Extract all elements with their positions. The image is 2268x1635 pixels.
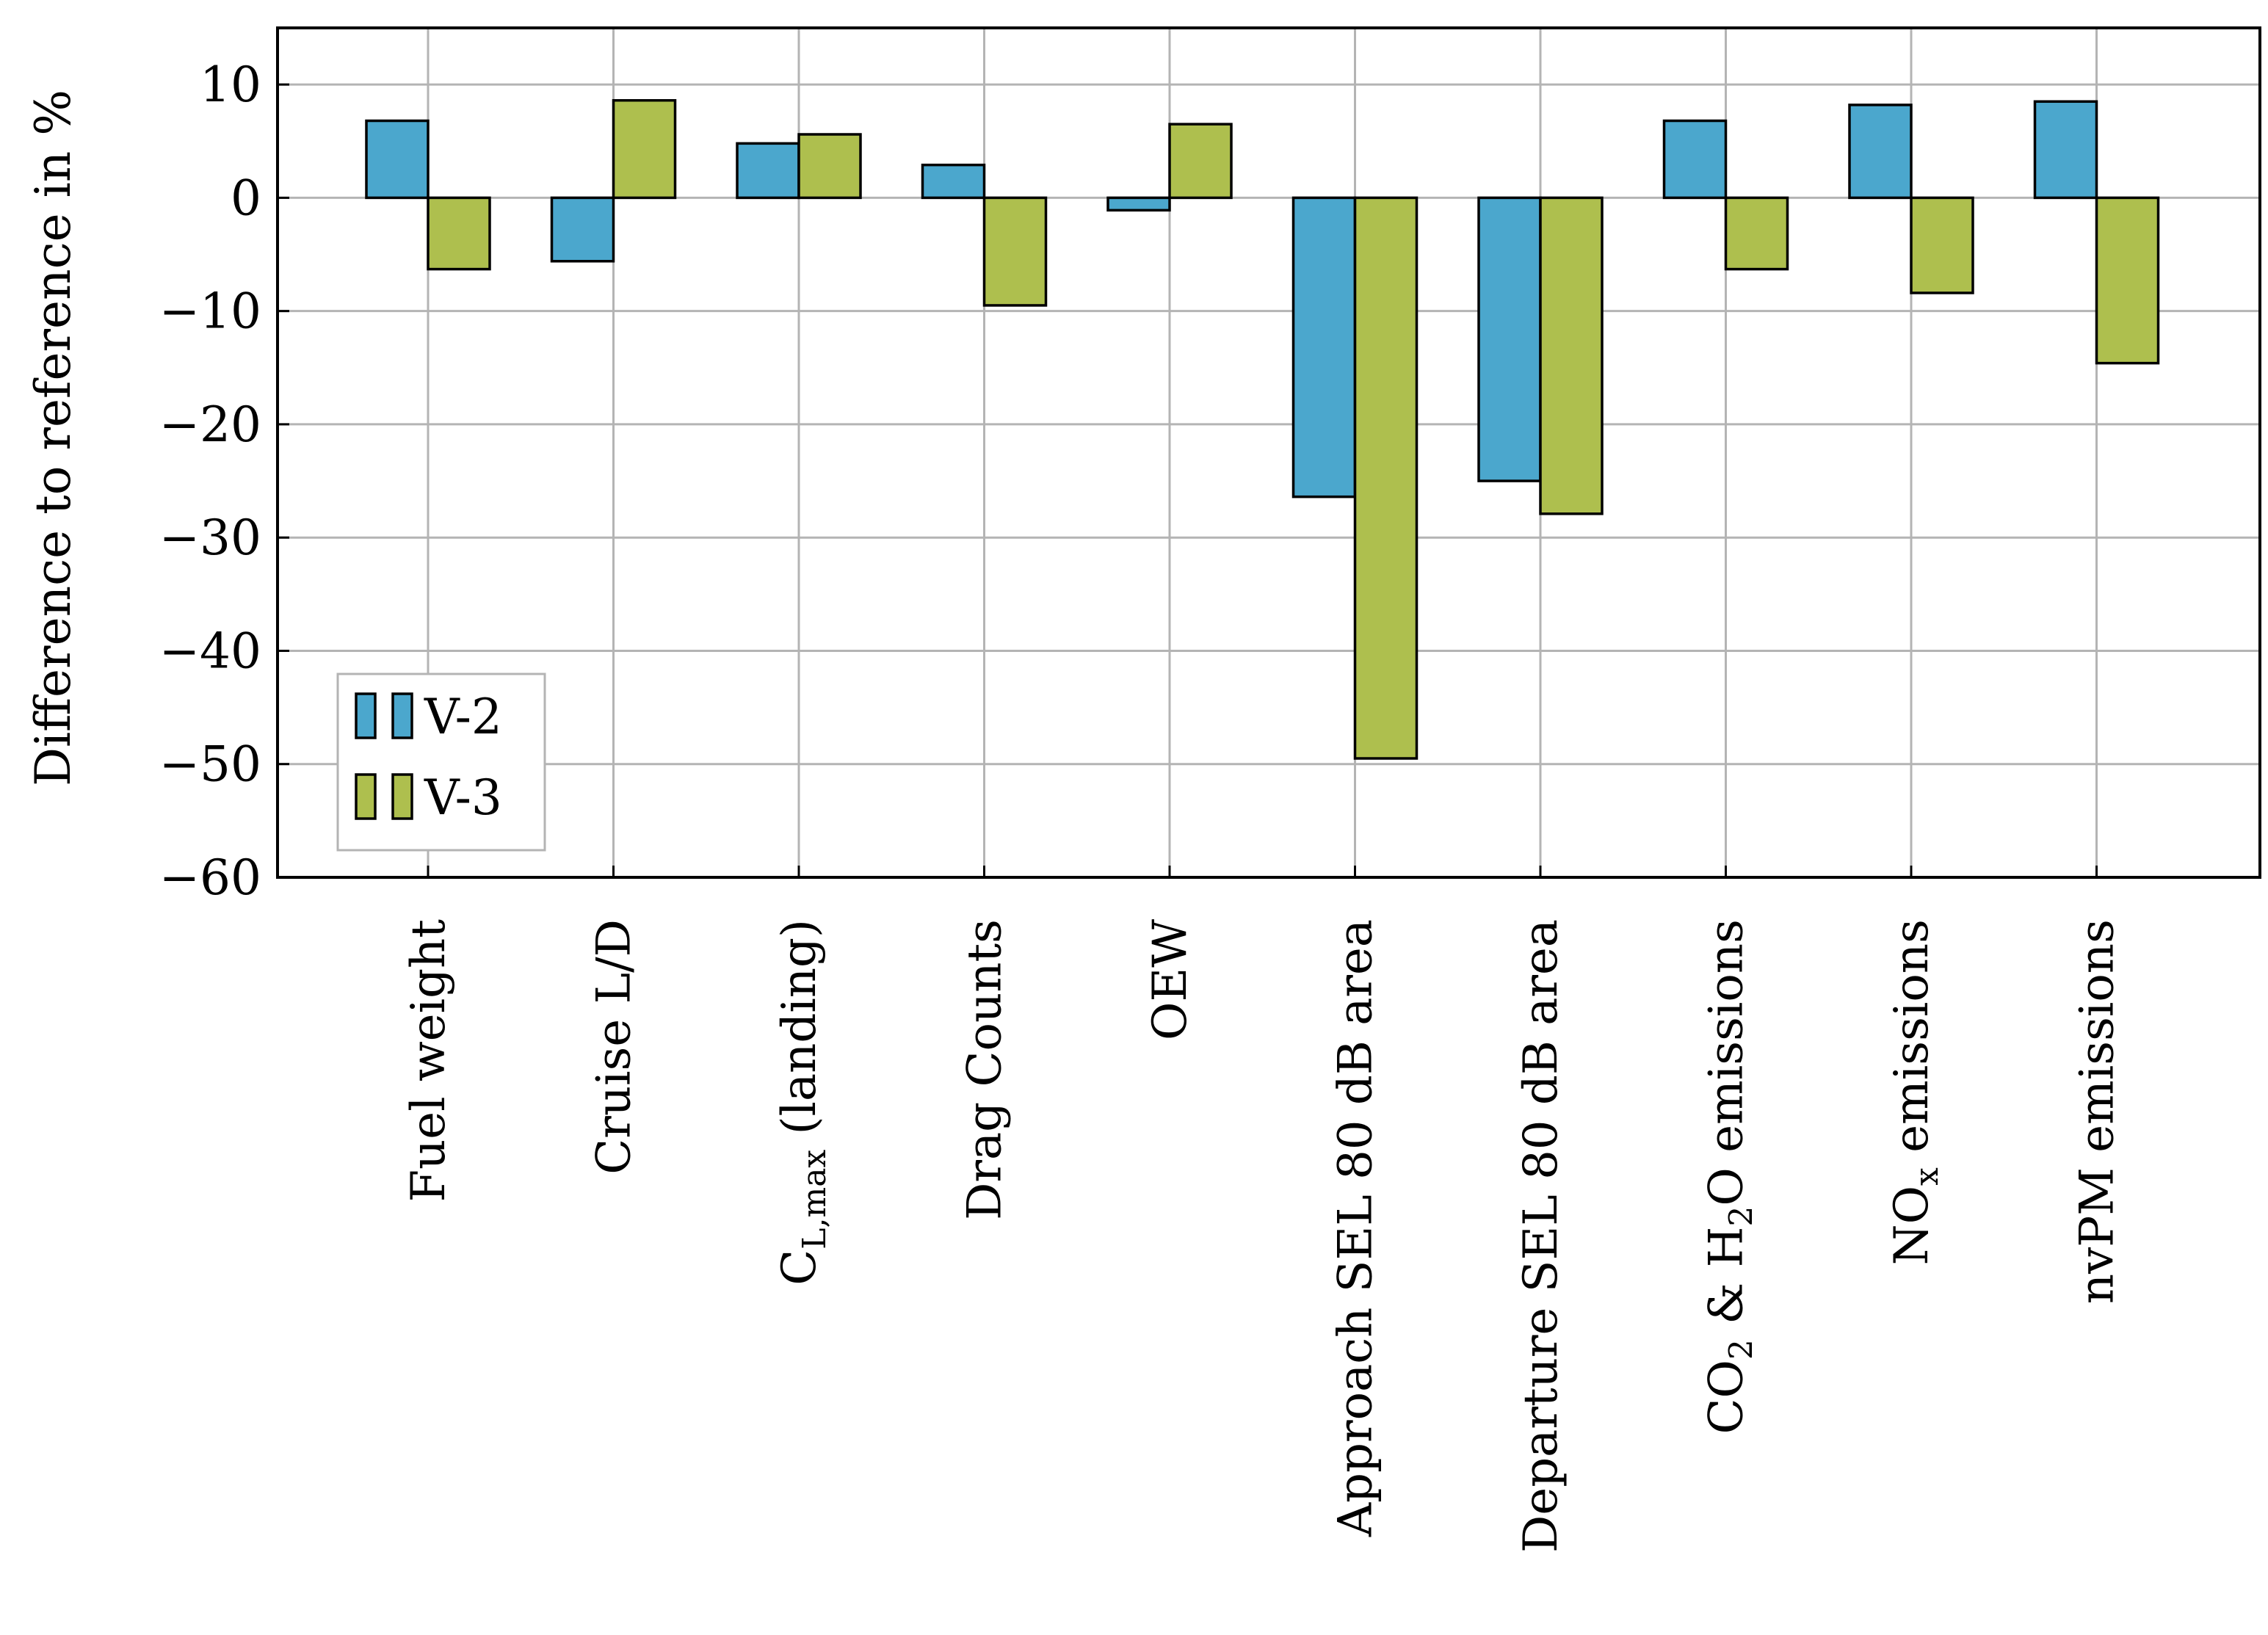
bar-v-2 (1477, 196, 1542, 482)
x-category-label: Fuel weight (402, 919, 456, 1203)
bar-v-2 (2033, 100, 2098, 200)
y-axis-title: Difference to reference in % (25, 90, 81, 786)
bar-v-3 (427, 196, 491, 271)
bar-v-2 (1291, 196, 1357, 499)
bar-v-3 (1724, 196, 1789, 271)
legend-swatch-v-2 (391, 692, 413, 739)
bar-v-2 (921, 163, 986, 200)
y-tick-label: −20 (159, 396, 261, 453)
bar-v-2 (1106, 196, 1171, 212)
y-tick-label: −50 (159, 736, 261, 793)
legend: V-2V-3 (336, 673, 546, 852)
x-category-label: Departure SEL 80 dB area (1514, 919, 1568, 1553)
y-tick-label: 0 (231, 170, 261, 226)
legend-swatch-v-3 (391, 773, 413, 820)
bar-v-3 (2095, 196, 2160, 365)
bar-v-2 (1848, 104, 1913, 200)
bar-v-2 (550, 196, 615, 263)
x-category-label: Cruise L/D (587, 919, 642, 1175)
bar-v-2 (1662, 119, 1728, 200)
legend-swatch-v-3 (355, 773, 377, 820)
grid (278, 28, 2260, 879)
y-tick-label: −10 (159, 283, 261, 340)
plot-frame (276, 26, 2261, 879)
legend-label-v-3: V-3 (424, 769, 502, 826)
x-axis-categories: Fuel weight Cruise L/D CL,max (landing) Dra… (402, 919, 2125, 1553)
bar-v-3 (1910, 196, 1974, 294)
x-category-label: Drag Counts (958, 919, 1012, 1220)
bars (365, 98, 2160, 760)
bar-v-2 (365, 119, 430, 200)
bar-v-3 (612, 98, 677, 200)
y-tick-label: 10 (200, 57, 261, 113)
x-category-label: CL,max (landing) (772, 919, 833, 1286)
y-tick-label: −30 (159, 510, 261, 566)
y-tick-label: −60 (159, 849, 261, 906)
bar-v-3 (1168, 123, 1233, 200)
x-category-label: OEW (1143, 919, 1198, 1040)
y-axis-ticks: 10 0 −10 −20 −30 −40 −50 −60 (159, 57, 2098, 906)
x-category-label: NOx emissions (1885, 919, 1946, 1265)
x-category-label: nvPM emissions (2070, 919, 2125, 1304)
bar-v-2 (736, 142, 800, 200)
bar-v-3 (797, 133, 862, 200)
y-tick-label: −40 (159, 623, 261, 679)
bar-v-3 (982, 196, 1048, 307)
bar-v-3 (1353, 196, 1419, 760)
bar-v-3 (1539, 196, 1604, 515)
legend-label-v-2: V-2 (424, 689, 502, 745)
x-category-label: Approach SEL 80 dB area (1329, 919, 1383, 1537)
legend-swatch-v-2 (355, 692, 377, 739)
x-category-label: CO2 & H2O emissions (1700, 919, 1761, 1435)
